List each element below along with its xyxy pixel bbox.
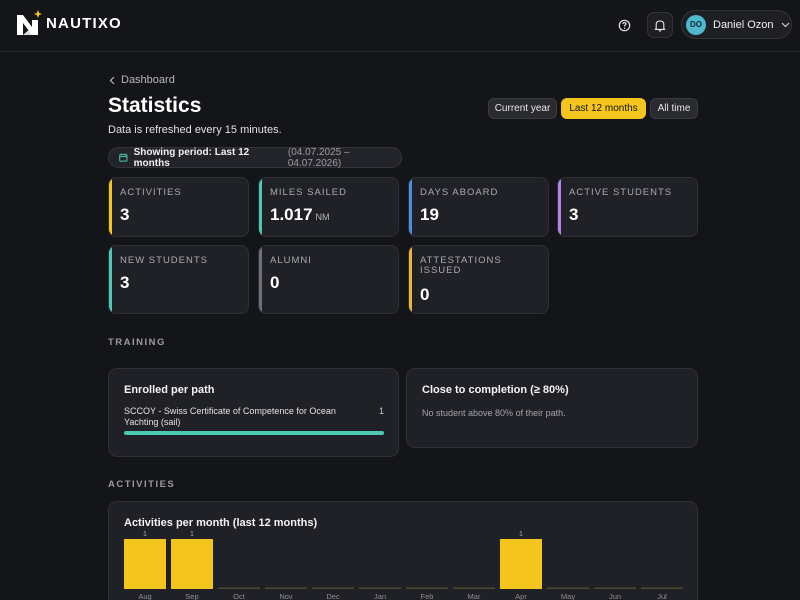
x-tick-label: Aug — [138, 592, 151, 600]
section-label-activities: ACTIVITIES — [108, 479, 176, 490]
stat-value: 3 — [120, 205, 130, 224]
help-icon — [618, 19, 630, 31]
period-indicator: Showing period: Last 12 months (04.07.20… — [108, 146, 402, 169]
enrolled-per-path-panel: Enrolled per path SCCOY - Swiss Certific… — [108, 368, 399, 457]
help-button[interactable] — [611, 12, 637, 38]
x-tick-label: Jun — [609, 592, 621, 600]
stat-label: Active students — [569, 187, 673, 198]
path-progress-fill — [124, 431, 384, 435]
path-name: SCCOY - Swiss Certificate of Competence … — [124, 406, 336, 427]
nautixo-logo-icon — [16, 10, 42, 36]
notifications-button[interactable] — [647, 12, 673, 38]
stat-value: 19 — [420, 205, 439, 224]
breadcrumb[interactable]: Dashboard — [109, 74, 175, 86]
stat-accent — [109, 246, 112, 313]
bar-may — [547, 587, 589, 589]
x-tick-label: Feb — [421, 592, 434, 600]
stat-label: Days aboard — [420, 187, 499, 198]
stat-value: 0 — [270, 273, 280, 292]
stat-card-new-students: New students 3 — [108, 245, 249, 314]
stat-card-miles-sailed: Miles sailed 1.017 NM — [258, 177, 399, 237]
stat-accent — [259, 246, 262, 313]
breadcrumb-label: Dashboard — [121, 74, 175, 86]
x-tick-label: Dec — [326, 592, 340, 600]
bar-jan — [359, 587, 401, 589]
period-label: Showing period: Last 12 months — [133, 146, 250, 169]
path-progress-bar — [124, 431, 384, 435]
bar-aug — [124, 539, 166, 589]
x-tick-label: May — [561, 592, 575, 600]
brand-name: NAUTIXO — [46, 14, 122, 32]
bar-mar — [453, 587, 495, 589]
panel-title: Close to completion (≥ 80%) — [422, 384, 569, 396]
top-bar: NAUTIXO DO Daniel Ozon — [0, 0, 800, 52]
brand-logo[interactable]: NAUTIXO — [16, 10, 122, 36]
user-name: Daniel Ozon — [713, 18, 774, 31]
chart-title: Activities per month (last 12 months) — [124, 517, 318, 529]
chevron-left-icon — [109, 76, 115, 84]
bar-feb — [406, 587, 448, 589]
bar-value-label: 1 — [519, 531, 523, 538]
panel-title: Enrolled per path — [124, 384, 215, 396]
chevron-down-icon — [781, 22, 789, 27]
x-tick-label: Sep — [185, 592, 198, 600]
stat-label: Alumni — [270, 255, 312, 266]
range-current-year-button[interactable]: Current year — [488, 98, 557, 119]
stat-label: Miles sailed — [270, 187, 347, 198]
range-last-12-months-button[interactable]: Last 12 months — [561, 98, 646, 119]
stat-accent — [259, 178, 262, 236]
stat-label: New students — [120, 255, 208, 266]
bar-sep — [171, 539, 213, 589]
stat-card-attestations-issued: Attestations issued 0 — [408, 245, 549, 314]
section-label-training: TRAINING — [108, 337, 166, 348]
activities-per-month-chart: Aug 1 Sep 1 Oct Nov Dec Jan Feb Mar Apr 1 May Jun Jul — [124, 531, 683, 600]
bar-jul — [641, 587, 683, 589]
bar-oct — [218, 587, 260, 589]
period-dates: (04.07.2025 – 04.07.2026) — [287, 146, 350, 169]
page-subtitle: Data is refreshed every 15 minutes. — [108, 124, 282, 136]
stat-card-activities: Activities 3 — [108, 177, 249, 237]
stat-value: 0 — [420, 285, 430, 304]
calendar-icon — [119, 153, 128, 162]
bar-jun — [594, 587, 636, 589]
x-tick-label: Nov — [279, 592, 293, 600]
stat-card-days-aboard: Days aboard 19 — [408, 177, 549, 237]
stat-accent — [409, 246, 412, 313]
path-count: 1 — [378, 406, 384, 416]
stat-unit: NM — [315, 212, 330, 222]
stat-accent — [409, 178, 412, 236]
user-menu-button[interactable]: DO Daniel Ozon — [681, 10, 792, 39]
stat-card-active-students: Active students 3 — [557, 177, 698, 237]
x-tick-label: Oct — [233, 592, 246, 600]
stat-value: 1.017 NM — [270, 205, 330, 224]
stat-label: Activities — [120, 187, 182, 198]
activities-chart-panel: Activities per month (last 12 months) Au… — [108, 501, 698, 600]
bar-value-label: 1 — [143, 531, 147, 538]
empty-state-note: No student above 80% of their path. — [422, 408, 566, 418]
page-title: Statistics — [108, 94, 202, 117]
stat-accent — [109, 178, 112, 236]
stat-value: 3 — [569, 205, 579, 224]
stat-accent — [558, 178, 561, 236]
bar-nov — [265, 587, 307, 589]
stat-card-alumni: Alumni 0 — [258, 245, 399, 314]
avatar: DO — [686, 14, 706, 35]
x-tick-label: Jan — [374, 592, 386, 600]
bar-apr — [500, 539, 542, 589]
close-to-completion-panel: Close to completion (≥ 80%) No student a… — [406, 368, 698, 448]
stat-value: 3 — [120, 273, 130, 292]
x-tick-label: Jul — [657, 592, 667, 600]
x-tick-label: Apr — [515, 592, 527, 600]
bar-value-label: 1 — [190, 531, 194, 538]
bar-dec — [312, 587, 354, 589]
bell-icon — [654, 19, 666, 32]
x-tick-label: Mar — [468, 592, 481, 600]
stat-label: Attestations issued — [420, 255, 502, 276]
range-all-time-button[interactable]: All time — [650, 98, 698, 119]
